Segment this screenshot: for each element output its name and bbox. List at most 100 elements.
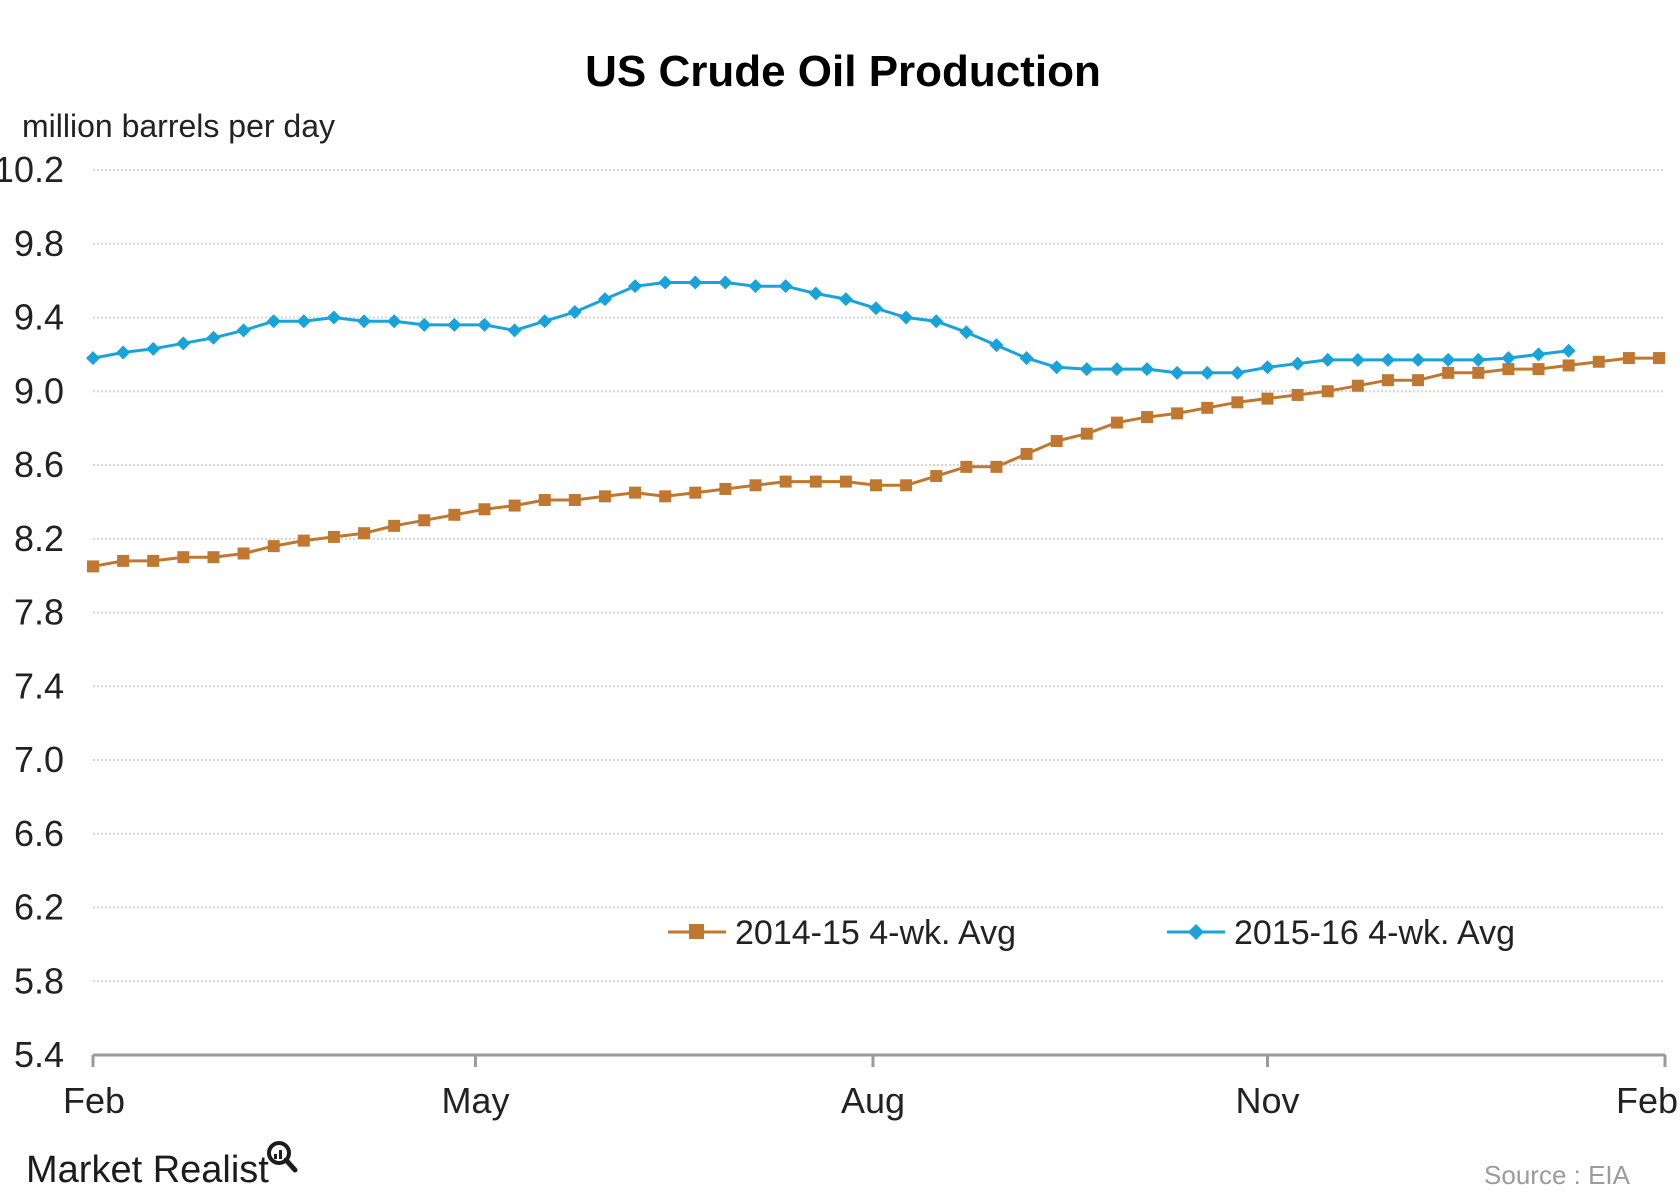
data-point	[628, 279, 643, 294]
data-point	[1501, 351, 1516, 366]
data-point	[418, 514, 431, 527]
data-point	[477, 317, 492, 332]
gridlines	[93, 169, 1665, 983]
data-point	[236, 323, 251, 338]
data-point	[1170, 365, 1185, 380]
data-point	[1471, 352, 1486, 367]
data-point	[567, 304, 582, 319]
data-point	[296, 314, 311, 329]
data-point	[1171, 407, 1184, 420]
data-point	[1020, 447, 1033, 460]
y-axis-label: million barrels per day	[22, 108, 335, 144]
data-point	[1140, 362, 1155, 377]
data-point	[869, 479, 882, 492]
data-point	[1562, 359, 1575, 372]
y-tick-label: 9.0	[14, 370, 64, 411]
data-point	[417, 317, 432, 332]
data-point	[87, 560, 99, 573]
data-point	[1350, 352, 1365, 367]
data-point	[778, 279, 793, 294]
y-tick-label: 8.6	[14, 444, 64, 485]
data-point	[809, 475, 822, 488]
x-tick-label: Aug	[841, 1080, 905, 1121]
data-point	[388, 519, 401, 532]
source-note: Source : EIA	[1484, 1160, 1631, 1190]
data-point	[989, 338, 1004, 353]
data-point	[1200, 365, 1215, 380]
data-point	[1412, 374, 1425, 387]
data-point	[266, 314, 281, 329]
data-point	[537, 314, 552, 329]
brand-name: Market Realist	[26, 1149, 269, 1191]
data-point	[1049, 360, 1064, 375]
data-point	[147, 554, 160, 567]
series-layer	[86, 275, 1665, 573]
legend-item-2015-16: 2015-16 4-wk. Avg	[1167, 914, 1515, 952]
y-tick-label: 5.4	[14, 1034, 64, 1075]
data-point	[868, 301, 883, 316]
data-point	[1321, 385, 1334, 398]
series-2014-15	[87, 352, 1665, 573]
y-tick-label: 9.8	[14, 223, 64, 264]
data-point	[1532, 363, 1545, 376]
data-point	[1411, 352, 1426, 367]
data-point	[1472, 366, 1485, 379]
data-point	[960, 460, 973, 473]
y-tick-label: 10.2	[0, 149, 64, 190]
data-point	[749, 479, 762, 492]
series-line	[92, 281, 1569, 375]
data-point	[146, 341, 161, 356]
data-point	[658, 275, 673, 290]
data-point	[387, 314, 402, 329]
data-point	[1050, 435, 1063, 448]
y-tick-label: 5.8	[14, 960, 64, 1001]
data-point	[990, 460, 1003, 473]
data-point	[839, 475, 852, 488]
data-point	[1380, 352, 1395, 367]
data-point	[447, 317, 462, 332]
legend-marker-2014-15	[689, 924, 704, 939]
data-point	[86, 351, 100, 366]
data-point	[779, 475, 792, 488]
data-point	[1291, 388, 1304, 401]
y-tick-label: 7.4	[14, 665, 64, 706]
data-point	[689, 486, 702, 499]
y-tick-label: 7.8	[14, 592, 64, 633]
data-point	[748, 279, 763, 294]
data-point	[237, 547, 250, 560]
data-point	[326, 310, 341, 325]
data-point	[1230, 365, 1245, 380]
data-point	[959, 325, 974, 340]
y-axis-ticks: 10.2 9.8 9.4 9.0 8.6 8.2 7.8 7.4 7.0 6.6 6.2 5.8 5.4	[0, 149, 64, 1075]
data-point	[1442, 366, 1455, 379]
data-point	[297, 534, 310, 547]
data-point	[508, 499, 521, 512]
data-point	[1652, 352, 1665, 365]
data-point	[838, 292, 853, 307]
legend: 2014-15 4-wk. Avg 2015-16 4-wk. Avg	[668, 914, 1515, 952]
y-tick-label: 6.2	[14, 887, 64, 928]
data-point	[1290, 356, 1305, 371]
data-point	[629, 486, 642, 499]
x-tick-label: May	[441, 1080, 509, 1121]
data-point	[929, 314, 944, 329]
x-tick-label: Feb	[1616, 1080, 1678, 1121]
data-point	[899, 310, 914, 325]
data-point	[597, 292, 612, 307]
data-point	[1201, 401, 1214, 414]
data-point	[900, 479, 913, 492]
data-point	[1441, 352, 1456, 367]
data-point	[177, 551, 190, 564]
data-point	[1561, 343, 1576, 358]
data-point	[568, 494, 581, 507]
data-point	[117, 554, 130, 567]
data-point	[1260, 360, 1275, 375]
x-axis: Feb May Aug Nov Feb	[63, 1053, 1678, 1121]
legend-item-2014-15: 2014-15 4-wk. Avg	[668, 914, 1016, 952]
data-point	[448, 508, 461, 521]
data-point	[176, 336, 191, 351]
x-tick-label: Nov	[1235, 1080, 1299, 1121]
legend-label-2014-15: 2014-15 4-wk. Avg	[735, 914, 1016, 952]
data-point	[267, 540, 280, 553]
